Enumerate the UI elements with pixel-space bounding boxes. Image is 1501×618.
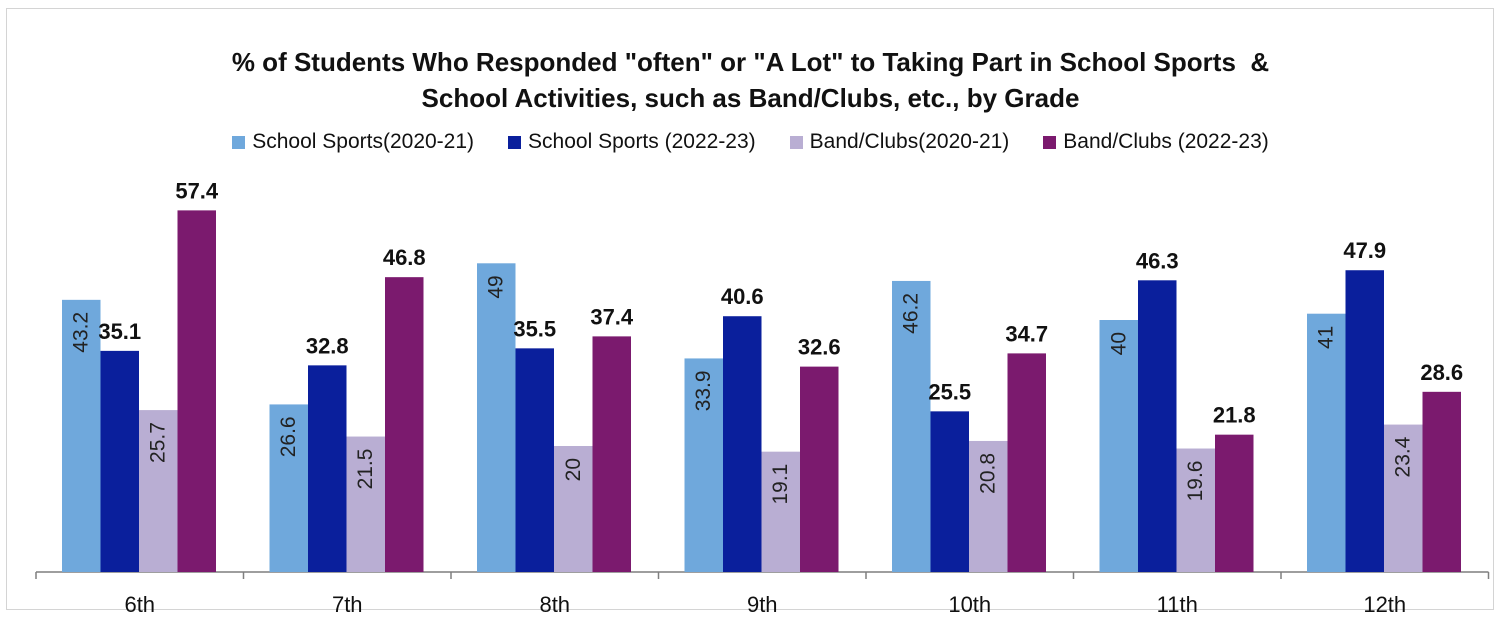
bar-band-clubs-2020-21 (761, 451, 800, 572)
bar-school-sports-2022-23 (930, 411, 969, 572)
chart-legend: School Sports(2020-21) School Sports (20… (0, 130, 1501, 154)
bar-band-clubs-2022-23 (800, 366, 839, 572)
legend-label: Band/Clubs(2020-21) (809, 130, 1010, 153)
legend-item-school-sports-2020-21: School Sports(2020-21) (232, 130, 474, 154)
bar-school-sports-2020-21 (892, 280, 931, 572)
data-label: 47.9 (1343, 238, 1386, 263)
data-label: 49 (485, 275, 508, 298)
data-label: 21.5 (354, 449, 377, 490)
x-tick-label: 10th (948, 592, 991, 617)
data-label: 32.6 (798, 335, 841, 360)
data-label: 26.6 (277, 416, 300, 457)
x-tick-label: 7th (332, 592, 363, 617)
x-tick-label: 9th (747, 592, 778, 617)
bar-school-sports-2022-23 (515, 348, 554, 572)
data-label: 21.8 (1213, 403, 1256, 428)
data-label: 19.6 (1184, 461, 1207, 502)
data-label: 20.8 (977, 453, 1000, 494)
data-label: 28.6 (1420, 360, 1463, 385)
data-label: 43.2 (70, 312, 93, 353)
bar-school-sports-2020-21 (477, 263, 516, 572)
data-label: 23.4 (1392, 436, 1415, 477)
data-label: 57.4 (175, 178, 219, 203)
x-tick-label: 8th (539, 592, 570, 617)
legend-label: Band/Clubs (2022-23) (1063, 130, 1269, 153)
bar-band-clubs-2022-23 (1215, 434, 1254, 572)
legend-swatch (508, 135, 522, 149)
data-label: 33.9 (692, 370, 715, 411)
bar-band-clubs-2020-21 (346, 436, 385, 572)
data-label: 35.1 (98, 319, 141, 344)
legend-label: School Sports (2022-23) (528, 130, 756, 153)
legend-label: School Sports(2020-21) (252, 130, 475, 153)
legend-item-school-sports-2022-23: School Sports (2022-23) (508, 130, 756, 154)
chart-title-line-1: % of Students Who Responded "often" or "… (231, 47, 1270, 77)
data-label: 34.7 (1005, 321, 1048, 346)
legend-swatch (1043, 135, 1057, 149)
data-label: 46.2 (900, 293, 923, 334)
bar-school-sports-2022-23 (308, 365, 347, 572)
data-label: 32.8 (306, 333, 349, 358)
bar-band-clubs-2020-21 (1176, 448, 1215, 572)
bar-band-clubs-2022-23 (592, 336, 631, 572)
bar-band-clubs-2022-23 (385, 277, 424, 572)
bar-school-sports-2022-23 (1345, 270, 1384, 572)
bar-band-clubs-2020-21 (554, 446, 593, 572)
bar-band-clubs-2022-23 (1007, 353, 1046, 572)
data-label: 40 (1107, 332, 1130, 355)
data-label: 19.1 (769, 464, 792, 505)
legend-swatch (789, 135, 803, 149)
bar-band-clubs-2020-21 (969, 440, 1008, 572)
legend-swatch (232, 135, 246, 149)
bar-school-sports-2022-23 (1138, 280, 1177, 572)
legend-item-band-clubs-2022-23: Band/Clubs (2022-23) (1043, 130, 1269, 154)
bar-school-sports-2020-21 (1099, 320, 1138, 572)
bar-band-clubs-2022-23 (177, 210, 216, 572)
legend-item-band-clubs-2020-21: Band/Clubs(2020-21) (789, 130, 1010, 154)
data-label: 46.3 (1136, 248, 1179, 273)
bar-band-clubs-2020-21 (1384, 424, 1423, 572)
bar-band-clubs-2020-21 (139, 410, 178, 572)
bar-school-sports-2022-23 (723, 316, 762, 572)
data-label: 25.7 (147, 422, 170, 463)
chart-title-line-2: School Activities, such as Band/Clubs, e… (421, 83, 1080, 113)
data-label: 37.4 (590, 304, 634, 329)
chart-title: % of Students Who Responded "often" or "… (0, 44, 1501, 116)
bar-band-clubs-2022-23 (1422, 391, 1461, 572)
data-label: 20 (562, 458, 585, 481)
x-tick-label: 12th (1363, 592, 1406, 617)
data-label: 40.6 (721, 284, 764, 309)
bar-school-sports-2020-21 (62, 299, 101, 572)
data-label: 41 (1315, 326, 1338, 349)
data-label: 46.8 (383, 245, 426, 270)
bar-school-sports-2020-21 (269, 404, 308, 572)
x-tick-label: 6th (124, 592, 155, 617)
x-tick-label: 11th (1157, 592, 1198, 617)
bar-school-sports-2022-23 (100, 350, 139, 572)
bar-school-sports-2020-21 (1307, 313, 1346, 572)
bar-school-sports-2020-21 (684, 358, 723, 572)
data-label: 25.5 (928, 379, 971, 404)
data-label: 35.5 (513, 316, 556, 341)
